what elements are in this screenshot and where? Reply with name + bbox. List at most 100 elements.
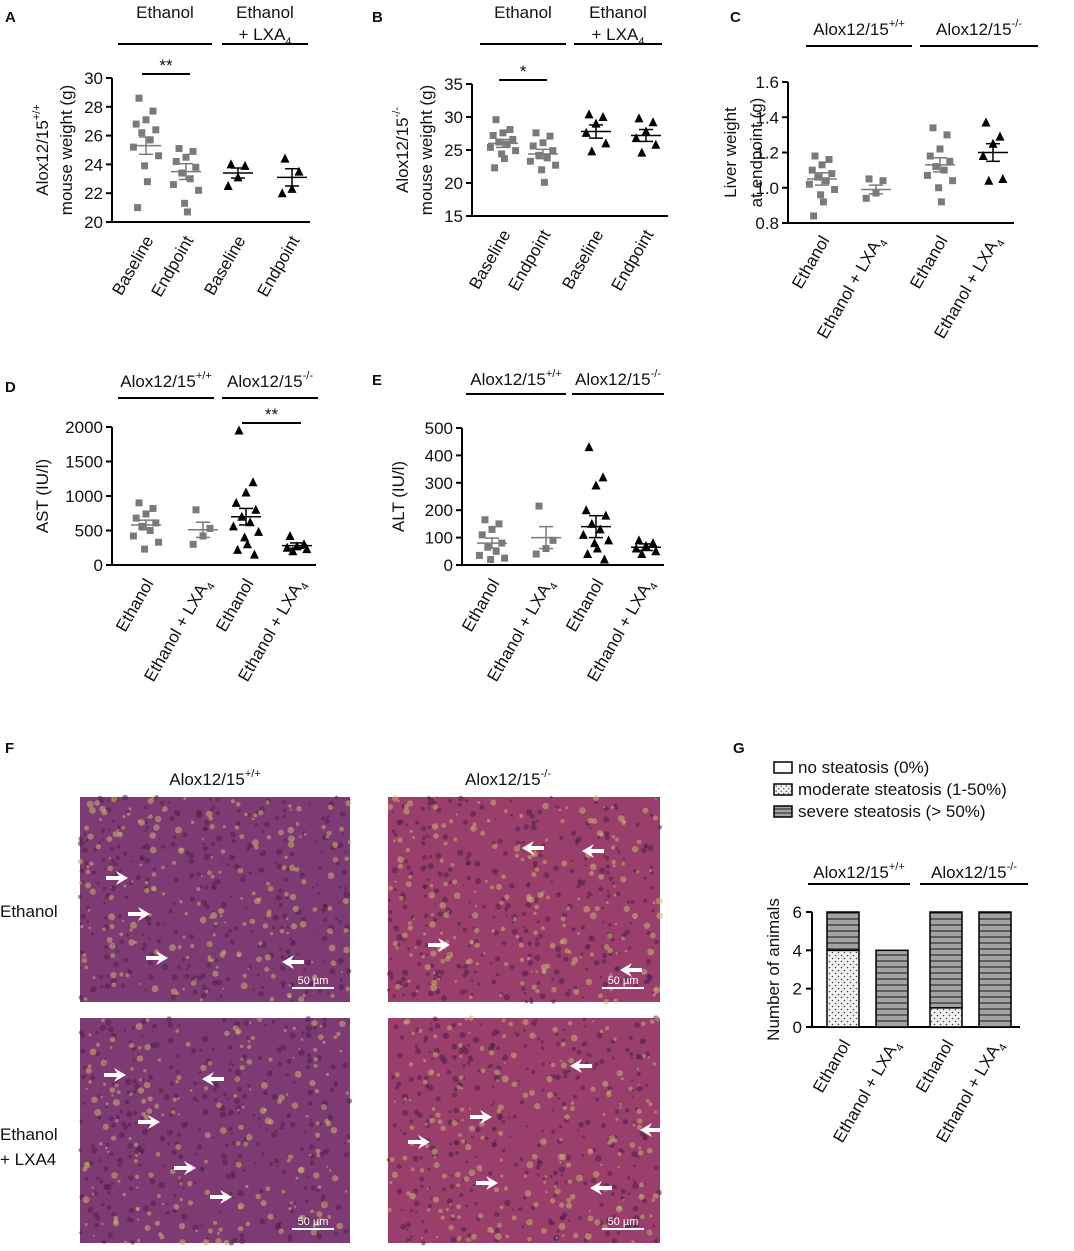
nucleus-dot [447,867,453,873]
arrow-icon [210,1190,232,1204]
lipid-vacuole [397,837,403,843]
nucleus-dot [145,825,150,830]
nucleus-dot [122,794,129,801]
data-point-square [487,556,495,564]
data-point-square [172,158,180,166]
nucleus-dot [144,988,148,992]
y-axis-label: Number of animals [764,898,783,1041]
lipid-vacuole [560,1041,566,1047]
nucleus-dot [274,1129,278,1133]
lipid-vacuole [617,1166,620,1169]
lipid-vacuole [105,1146,108,1150]
data-point-square [549,536,557,544]
nucleus-dot [128,1175,134,1181]
nucleus-dot [530,824,537,831]
data-point-square [535,151,543,159]
data-point-triangle [282,542,292,552]
lipid-vacuole [466,958,473,965]
nucleus-dot [504,907,509,912]
lipid-vacuole [257,1016,263,1022]
lipid-vacuole [268,1057,273,1062]
nucleus-dot [513,1031,516,1034]
nucleus-dot [562,1028,566,1032]
nucleus-dot [203,973,206,976]
lipid-vacuole [611,859,616,865]
lipid-vacuole [201,837,204,840]
nucleus-dot [409,871,414,876]
nucleus-dot [189,872,195,879]
lipid-vacuole [600,1163,603,1167]
nucleus-dot [643,1182,646,1185]
nucleus-dot [554,804,558,808]
lipid-vacuole [424,964,431,971]
lipid-vacuole [592,1170,600,1178]
lipid-vacuole [100,1018,105,1023]
lipid-vacuole [579,807,586,814]
nucleus-dot [309,1144,315,1150]
significance-label: * [520,62,527,81]
lipid-vacuole [300,1038,304,1041]
lipid-vacuole [614,837,619,842]
lipid-vacuole [632,912,639,919]
lipid-vacuole [520,981,525,986]
nucleus-dot [580,924,585,930]
nucleus-dot [86,920,89,924]
nucleus-dot [396,1188,403,1195]
lipid-vacuole [540,1227,547,1234]
nucleus-dot [192,1224,199,1231]
lipid-vacuole [89,888,96,895]
lipid-vacuole [199,916,207,924]
lipid-vacuole [514,853,520,858]
lipid-vacuole [298,1048,301,1051]
lipid-vacuole [519,813,524,818]
lipid-vacuole [607,947,613,954]
nucleus-dot [426,982,430,986]
y-tick-label: 28 [84,98,103,117]
nucleus-dot [391,810,395,814]
lipid-vacuole [111,796,118,803]
lipid-vacuole [427,1069,434,1076]
nucleus-dot [264,917,267,921]
lipid-vacuole [545,963,551,969]
nucleus-dot [121,1121,126,1127]
lipid-vacuole [491,843,498,849]
nucleus-dot [110,858,115,863]
lipid-vacuole [299,1214,306,1222]
nucleus-dot [345,968,352,974]
lipid-vacuole [546,895,550,900]
nucleus-dot [343,891,351,899]
nucleus-dot [97,1094,101,1098]
nucleus-dot [104,982,111,989]
lipid-vacuole [205,810,213,818]
nucleus-dot [636,1071,641,1076]
lipid-vacuole [235,1141,241,1146]
nucleus-dot [525,1124,528,1128]
lipid-vacuole [325,835,329,839]
lipid-vacuole [91,1192,95,1196]
lipid-vacuole [194,978,197,981]
nucleus-dot [405,823,409,827]
lipid-vacuole [591,818,598,825]
lipid-vacuole [637,1124,643,1130]
lipid-vacuole [543,1180,547,1184]
lipid-vacuole [207,870,212,876]
nucleus-dot [419,1176,425,1182]
lipid-vacuole [493,1187,500,1193]
lipid-vacuole [589,863,597,871]
data-point-square [500,155,508,163]
lipid-vacuole [330,960,337,967]
nucleus-dot [142,1205,149,1212]
y-axis-label-line2: mouse weight (g) [417,85,436,215]
nucleus-dot [264,1023,267,1027]
lipid-vacuole [431,979,438,986]
nucleus-dot [420,840,426,846]
nucleus-dot [203,819,210,826]
nucleus-dot [143,843,151,850]
data-point-square [935,184,943,192]
nucleus-dot [172,1208,177,1213]
lipid-vacuole [270,973,276,979]
nucleus-dot [389,975,394,981]
data-point-square [831,186,839,194]
lipid-vacuole [239,1065,245,1071]
lipid-vacuole [254,897,261,905]
